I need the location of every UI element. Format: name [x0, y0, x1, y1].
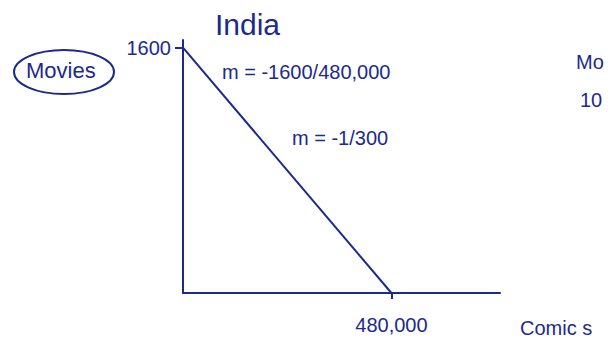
- svg-text:480,000: 480,000: [355, 314, 427, 336]
- svg-text:Mo: Mo: [576, 51, 604, 73]
- svg-text:India: India: [215, 8, 280, 41]
- svg-text:Movies: Movies: [26, 58, 96, 83]
- svg-text:1600: 1600: [127, 37, 172, 59]
- svg-text:m = -1/300: m = -1/300: [292, 127, 388, 149]
- svg-text:m = -1600/480,000: m = -1600/480,000: [222, 61, 390, 83]
- svg-text:10: 10: [580, 89, 602, 111]
- svg-text:Comic s: Comic s: [520, 317, 592, 339]
